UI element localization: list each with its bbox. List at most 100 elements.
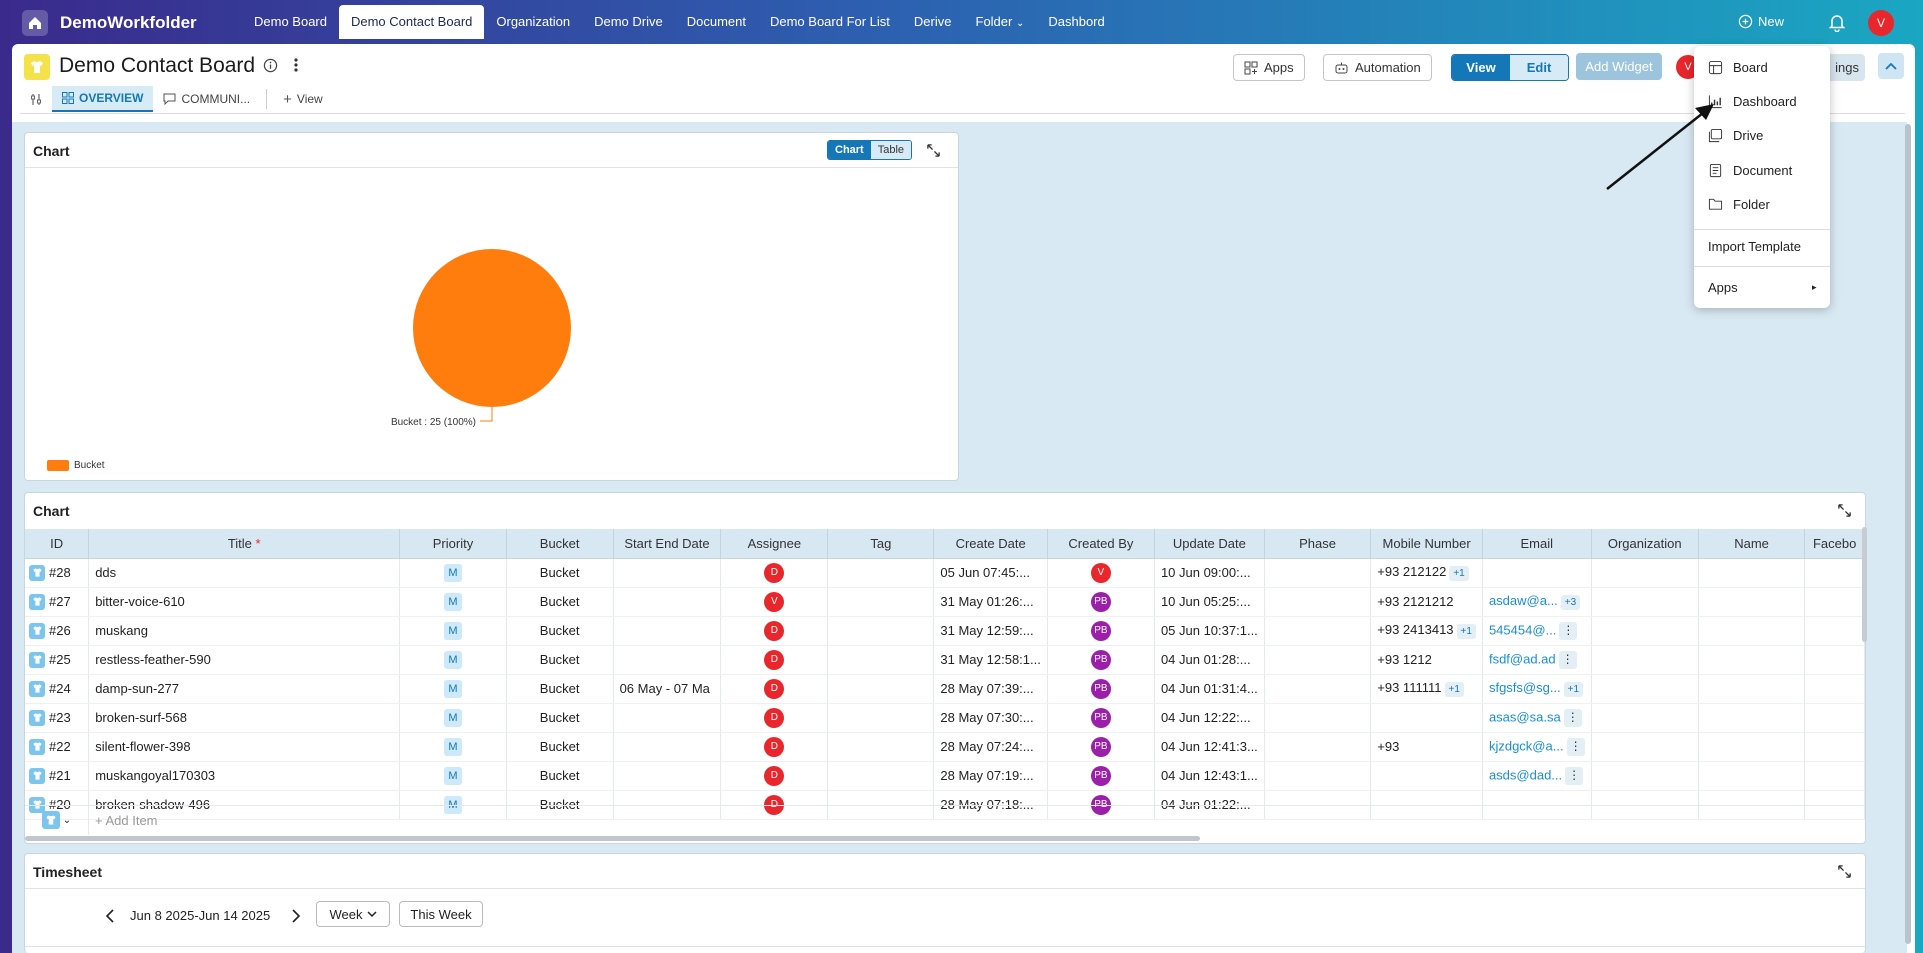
this-week-button[interactable]: This Week bbox=[399, 901, 483, 927]
column-header[interactable]: Start End Date bbox=[613, 529, 722, 559]
chevron-right-icon[interactable] bbox=[291, 909, 301, 923]
created-by-avatar[interactable]: PB bbox=[1090, 736, 1111, 757]
table-row[interactable]: #27 bitter-voice-610 M Bucket V 31 May 01:26:… bbox=[25, 587, 1865, 617]
item-title[interactable]: muskangoyal170303 bbox=[88, 761, 401, 791]
tag-cell[interactable] bbox=[827, 703, 935, 733]
table-row[interactable]: #28 dds M Bucket D 05 Jun 07:45:... V 10 Jun 09… bbox=[25, 558, 1865, 588]
nav-demo-board-for-list[interactable]: Demo Board For List bbox=[769, 14, 890, 29]
mobile-more-badge[interactable]: +1 bbox=[1444, 681, 1464, 697]
pie-slice[interactable] bbox=[413, 249, 571, 407]
item-title[interactable]: dds bbox=[88, 558, 401, 588]
organization-cell[interactable] bbox=[1591, 703, 1699, 733]
name-cell[interactable] bbox=[1698, 732, 1806, 762]
facebook-cell[interactable] bbox=[1804, 616, 1865, 646]
table-row[interactable]: #22 silent-flower-398 M Bucket D 28 May 07:24… bbox=[25, 732, 1865, 762]
facebook-cell[interactable] bbox=[1804, 558, 1865, 588]
tag-cell[interactable] bbox=[827, 645, 935, 675]
organization-cell[interactable] bbox=[1591, 558, 1699, 588]
facebook-cell[interactable] bbox=[1804, 732, 1865, 762]
new-button[interactable]: New bbox=[1738, 14, 1784, 29]
tag-cell[interactable] bbox=[827, 616, 935, 646]
column-header[interactable]: Tag bbox=[827, 529, 935, 559]
name-cell[interactable] bbox=[1698, 761, 1806, 791]
mobile-number[interactable]: +93 2413413 bbox=[1377, 622, 1454, 638]
created-by-avatar[interactable]: PB bbox=[1090, 591, 1111, 612]
priority-badge[interactable]: M bbox=[443, 708, 462, 727]
nav-derive[interactable]: Derive bbox=[913, 14, 952, 29]
assignee-avatar[interactable]: D bbox=[764, 794, 785, 815]
bucket-cell[interactable]: Bucket bbox=[506, 732, 614, 762]
start-end-date-cell[interactable] bbox=[613, 645, 722, 675]
phase-cell[interactable] bbox=[1264, 616, 1372, 646]
name-cell[interactable] bbox=[1698, 616, 1806, 646]
tab-overview[interactable]: OVERVIEW bbox=[52, 86, 154, 112]
email-link[interactable]: fsdf@ad.ad bbox=[1488, 650, 1556, 666]
priority-badge[interactable]: M bbox=[443, 737, 462, 756]
priority-badge[interactable]: M bbox=[443, 679, 462, 698]
column-header[interactable]: Create Date bbox=[933, 529, 1048, 559]
mobile-number[interactable]: +93 212122 bbox=[1377, 564, 1447, 580]
assignee-avatar[interactable]: D bbox=[764, 620, 785, 641]
page-vertical-scrollbar[interactable] bbox=[1905, 124, 1911, 944]
menu-item-dashboard[interactable]: Dashboard bbox=[1694, 86, 1830, 116]
bucket-cell[interactable]: Bucket bbox=[506, 790, 614, 820]
notification-bell[interactable] bbox=[1828, 12, 1846, 35]
nav-folder[interactable]: Folder ⌄ bbox=[964, 5, 1037, 39]
table-toggle-button[interactable]: Table bbox=[870, 141, 912, 159]
created-by-avatar[interactable]: PB bbox=[1090, 794, 1111, 815]
period-select[interactable]: Week bbox=[316, 901, 390, 927]
organization-cell[interactable] bbox=[1591, 616, 1699, 646]
name-cell[interactable] bbox=[1698, 645, 1806, 675]
created-by-avatar[interactable]: PB bbox=[1090, 678, 1111, 699]
nav-organization[interactable]: Organization bbox=[496, 14, 571, 29]
facebook-cell[interactable] bbox=[1804, 703, 1865, 733]
email-link[interactable]: asdaw@a... bbox=[1488, 593, 1558, 609]
user-avatar[interactable]: V bbox=[1868, 10, 1894, 36]
menu-item-apps[interactable]: Apps ▸ bbox=[1694, 272, 1830, 302]
bucket-cell[interactable]: Bucket bbox=[506, 616, 614, 646]
assignee-avatar[interactable]: D bbox=[764, 736, 785, 757]
expand-icon[interactable] bbox=[926, 143, 941, 158]
organization-cell[interactable] bbox=[1591, 674, 1699, 704]
menu-item-board[interactable]: Board bbox=[1694, 52, 1830, 82]
facebook-cell[interactable] bbox=[1804, 761, 1865, 791]
phase-cell[interactable] bbox=[1264, 645, 1372, 675]
nav-demo-contact-board[interactable]: Demo Contact Board bbox=[338, 5, 485, 39]
info-icon[interactable] bbox=[263, 58, 278, 73]
start-end-date-cell[interactable] bbox=[613, 761, 722, 791]
column-header[interactable]: Assignee bbox=[720, 529, 829, 559]
name-cell[interactable] bbox=[1698, 790, 1806, 820]
start-end-date-cell[interactable]: 06 May - 07 Ma bbox=[613, 674, 722, 704]
collapse-header-button[interactable] bbox=[1878, 53, 1904, 79]
table-row[interactable]: #21 muskangoyal170303 M Bucket D 28 May 07:19… bbox=[25, 761, 1865, 791]
tag-cell[interactable] bbox=[827, 790, 935, 820]
column-header[interactable]: Title * bbox=[88, 529, 401, 559]
bucket-cell[interactable]: Bucket bbox=[506, 645, 614, 675]
chevron-left-icon[interactable] bbox=[105, 909, 115, 923]
priority-badge[interactable]: M bbox=[443, 621, 462, 640]
start-end-date-cell[interactable] bbox=[613, 558, 722, 588]
column-header[interactable]: Priority bbox=[399, 529, 507, 559]
name-cell[interactable] bbox=[1698, 587, 1806, 617]
automation-button[interactable]: Automation bbox=[1323, 54, 1432, 81]
created-by-avatar[interactable]: PB bbox=[1090, 649, 1111, 670]
assignee-avatar[interactable]: D bbox=[764, 678, 785, 699]
assignee-avatar[interactable]: D bbox=[764, 765, 785, 786]
menu-item-document[interactable]: Document bbox=[1694, 155, 1830, 185]
name-cell[interactable] bbox=[1698, 674, 1806, 704]
tag-cell[interactable] bbox=[827, 732, 935, 762]
name-cell[interactable] bbox=[1698, 558, 1806, 588]
table-row[interactable]: #23 broken-surf-568 M Bucket D 28 May 07:30:.… bbox=[25, 703, 1865, 733]
table-row[interactable]: #24 damp-sun-277 M Bucket 06 May - 07 Ma D 28 … bbox=[25, 674, 1865, 704]
facebook-cell[interactable] bbox=[1804, 645, 1865, 675]
add-view-button[interactable]: + View bbox=[273, 86, 333, 112]
phase-cell[interactable] bbox=[1264, 674, 1372, 704]
organization-cell[interactable] bbox=[1591, 645, 1699, 675]
organization-cell[interactable] bbox=[1591, 761, 1699, 791]
start-end-date-cell[interactable] bbox=[613, 790, 722, 820]
table-horizontal-scrollbar[interactable] bbox=[25, 836, 1200, 841]
column-header[interactable]: Phase bbox=[1264, 529, 1372, 559]
item-type-select[interactable]: ⌄ bbox=[25, 805, 89, 835]
menu-item-drive[interactable]: Drive bbox=[1694, 120, 1830, 150]
email-more-button[interactable]: ⋮ bbox=[1558, 650, 1577, 669]
